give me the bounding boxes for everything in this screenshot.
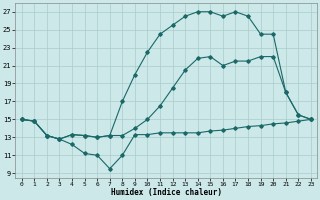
X-axis label: Humidex (Indice chaleur): Humidex (Indice chaleur) [111, 188, 222, 197]
